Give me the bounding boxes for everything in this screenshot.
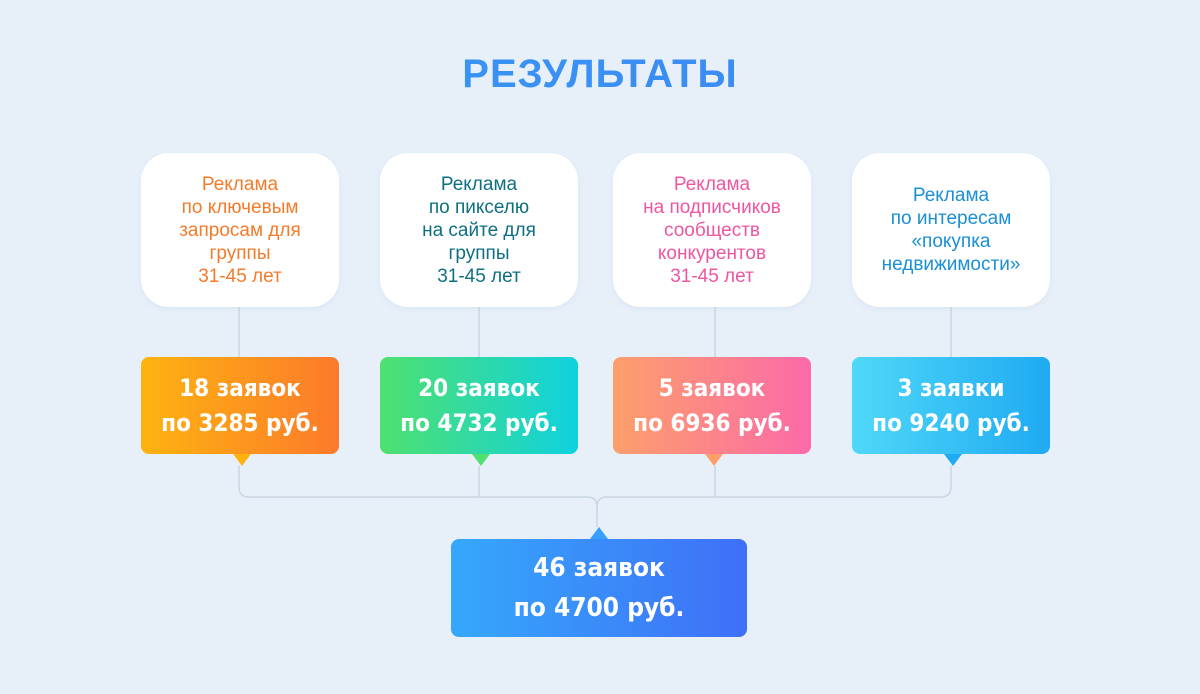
result-card: 20 заявок по 4732 руб. [380, 357, 578, 466]
ad-source-line: недвижимости» [881, 254, 1021, 275]
ad-source-line: 31-45 лет [198, 265, 282, 287]
result-price: по 3285 руб. [161, 408, 319, 437]
ad-source-line: на сайте для [422, 219, 536, 241]
ad-source-line: 31-45 лет [670, 265, 754, 287]
result-price: по 9240 руб. [872, 408, 1030, 437]
result-card: 3 заявки по 9240 руб. [852, 357, 1050, 466]
result-pointer [705, 454, 723, 466]
result-pointer [472, 454, 490, 466]
result-count: 18 заявок [179, 373, 301, 402]
ad-source-line: Реклама [912, 185, 990, 206]
result-count: 5 заявок [658, 373, 766, 402]
ad-source-line: Реклама [201, 173, 279, 195]
result-price: по 4732 руб. [400, 408, 558, 437]
result-card: 5 заявок по 6936 руб. [613, 357, 811, 466]
ad-source-card: Реклама по ключевым запросам для группы 31-4… [141, 153, 339, 307]
result-price: по 6936 руб. [633, 408, 791, 437]
result-count: 20 заявок [418, 373, 540, 402]
ad-source-line: конкурентов [657, 242, 767, 264]
ad-source-line: группы [209, 242, 271, 264]
total-price: по 4700 руб. [513, 593, 685, 623]
ad-source-line: Реклама [440, 173, 518, 195]
ad-source-card: Реклама по пикселю на сайте для группы 31-45… [380, 153, 578, 307]
ad-source-line: 31-45 лет [437, 265, 521, 287]
ad-source-line: по ключевым [181, 196, 299, 218]
ad-source-line: запросам для [179, 219, 301, 241]
result-pointer [233, 454, 251, 466]
ad-source-card: Реклама по интересам «покупка недвижимости» [852, 153, 1050, 307]
total-pointer [590, 527, 608, 539]
result-pointer [944, 454, 962, 466]
ad-source-line: группы [448, 242, 510, 264]
total-result-card: 46 заявок по 4700 руб. [451, 527, 747, 637]
ad-source-line: по пикселю [428, 196, 530, 218]
ad-source-line: на подписчиков [643, 196, 781, 218]
ad-source-line: «покупка [911, 231, 991, 252]
page-title: РЕЗУЛЬТАТЫ [0, 52, 1200, 97]
ad-source-line: Реклама [673, 173, 751, 195]
ad-source-line: сообществ [663, 219, 760, 241]
total-count: 46 заявок [533, 553, 665, 583]
result-card: 18 заявок по 3285 руб. [141, 357, 339, 466]
ad-source-card: Реклама на подписчиков сообществ конкуренто… [613, 153, 811, 307]
ad-source-line: по интересам [890, 208, 1012, 229]
result-count: 3 заявки [897, 373, 1005, 402]
